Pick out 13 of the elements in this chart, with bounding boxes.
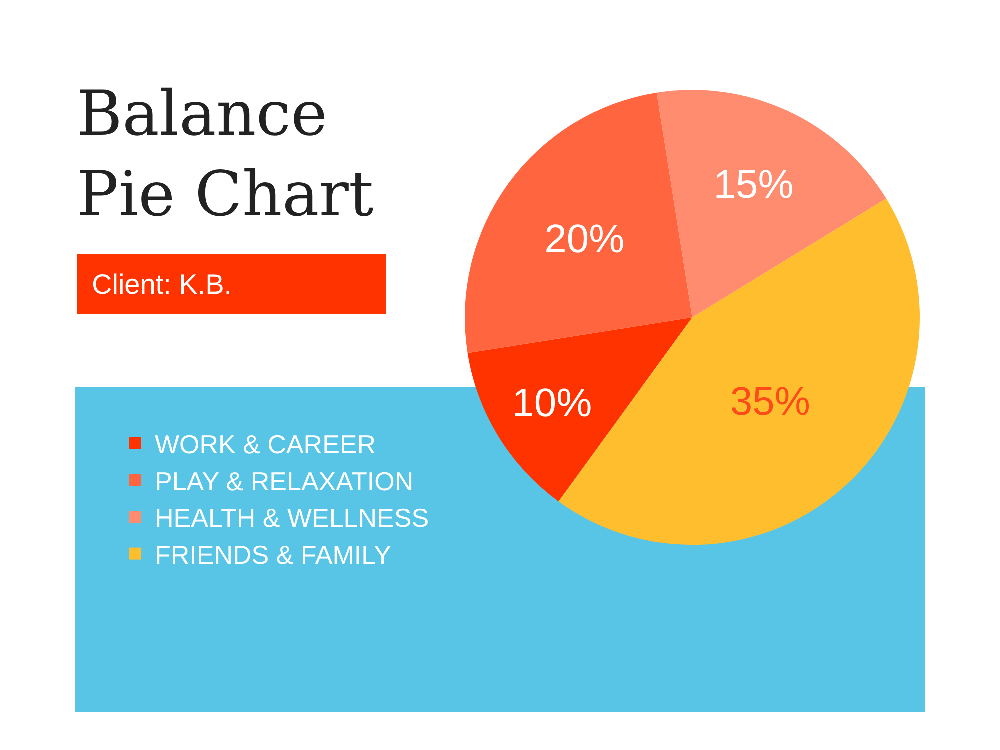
legend-label: FRIENDS & FAMILY	[155, 540, 392, 570]
data-label: 20%	[544, 217, 625, 262]
text: Client: K.B.	[92, 269, 232, 300]
pie-slice	[656, 90, 886, 318]
pie-slice	[465, 92, 692, 354]
data-label: 35%	[730, 380, 810, 424]
pie-slice	[468, 318, 692, 502]
data-label: 10%	[512, 382, 592, 426]
text: Balance Pie Chart	[77, 77, 374, 231]
legend-label: WORK & CAREER	[155, 430, 376, 460]
legend-label: HEALTH & WELLNESS	[155, 503, 430, 534]
data-label: 15%	[714, 162, 794, 207]
legend-label: PLAY & RELAXATION	[155, 466, 414, 496]
